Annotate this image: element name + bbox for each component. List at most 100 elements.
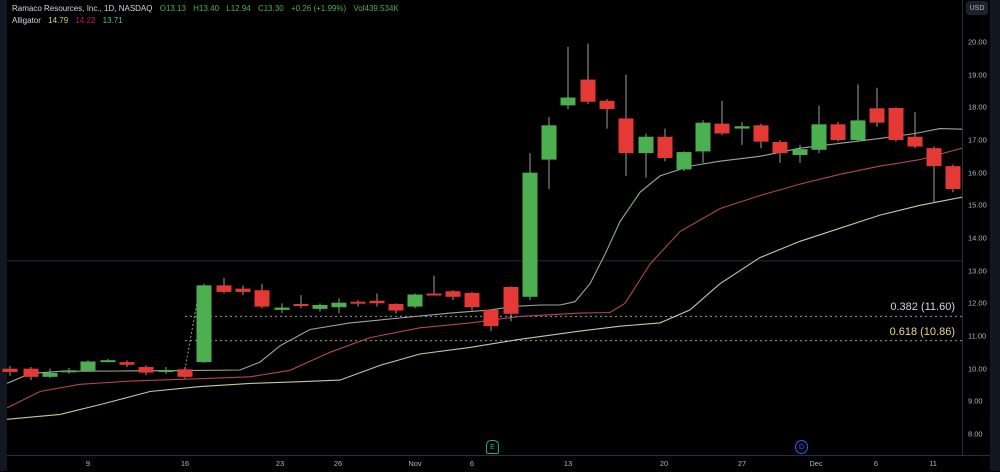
time-tick-label: 27: [737, 459, 747, 468]
candle-down[interactable]: [657, 136, 673, 158]
candle-down[interactable]: [830, 124, 846, 140]
candle-down[interactable]: [177, 369, 193, 377]
candle-down[interactable]: [926, 148, 942, 167]
candle-up[interactable]: [80, 361, 96, 371]
candle-down[interactable]: [216, 285, 232, 292]
time-tick-label: 20: [659, 459, 669, 468]
high-value: H13.40: [193, 4, 220, 13]
symbol-title: Ramaco Resources, Inc., 1D, NASDAQ: [12, 4, 153, 13]
candle-up[interactable]: [42, 372, 58, 377]
change-value: +0.26 (+1.99%): [290, 4, 347, 13]
time-tick-label: 13: [563, 459, 573, 468]
price-axis[interactable]: [962, 0, 991, 455]
candle-up[interactable]: [522, 172, 538, 297]
price-tick-label: 8.00: [968, 429, 983, 439]
candle-down[interactable]: [714, 123, 730, 134]
time-tick-label: Dec: [809, 459, 823, 468]
candle-up[interactable]: [811, 124, 827, 150]
candle-down[interactable]: [138, 367, 154, 373]
candle-down[interactable]: [445, 291, 461, 297]
time-tick-label: 6: [469, 459, 475, 468]
price-tick-label: 20.00: [968, 37, 987, 47]
price-tick-label: 17.00: [968, 135, 987, 145]
time-tick-label: 11: [929, 459, 937, 468]
indicator-row[interactable]: Alligator 14.79 14.22 13.71: [12, 15, 404, 27]
time-tick-label: 9: [85, 459, 91, 468]
candle-up[interactable]: [158, 369, 174, 372]
candle-down[interactable]: [426, 293, 442, 296]
candle-down[interactable]: [350, 301, 366, 304]
price-tick-label: 9.00: [968, 396, 983, 406]
candle-down[interactable]: [23, 368, 39, 377]
left-edge-panel: [0, 0, 7, 471]
lips-value: 13.71: [102, 16, 123, 25]
candle-down[interactable]: [888, 107, 904, 140]
fib-level-label: 0.382 (11.60): [890, 301, 955, 314]
candle-up[interactable]: [61, 370, 77, 373]
candle-down[interactable]: [2, 368, 18, 372]
candlestick-plot[interactable]: [0, 0, 962, 455]
currency-button[interactable]: USD: [966, 1, 988, 15]
time-tick-label: 6: [873, 459, 879, 468]
candle-down[interactable]: [235, 288, 251, 292]
candle-up[interactable]: [407, 294, 423, 307]
time-tick-label: 23: [275, 459, 285, 468]
candle-down[interactable]: [772, 141, 788, 154]
candle-up[interactable]: [274, 307, 290, 310]
candle-up[interactable]: [560, 97, 576, 106]
price-tick-label: 13.00: [968, 266, 987, 276]
candle-down[interactable]: [293, 303, 309, 306]
candle-up[interactable]: [792, 149, 808, 156]
candle-up[interactable]: [676, 152, 692, 170]
candle-up[interactable]: [100, 360, 116, 363]
candle-down[interactable]: [254, 290, 270, 307]
price-tick-label: 19.00: [968, 70, 987, 80]
price-tick-label: 12.00: [968, 298, 987, 308]
candle-up[interactable]: [196, 285, 212, 363]
candle-down[interactable]: [464, 292, 480, 308]
candle-down[interactable]: [869, 108, 885, 123]
dividend-event-icon[interactable]: D: [795, 440, 808, 454]
candle-down[interactable]: [618, 118, 634, 154]
candle-up[interactable]: [734, 126, 750, 129]
candle-up[interactable]: [331, 302, 347, 308]
candle-down[interactable]: [388, 303, 404, 311]
candle-down[interactable]: [945, 166, 961, 189]
candle-down[interactable]: [599, 100, 615, 109]
candle-down[interactable]: [753, 125, 769, 142]
candle-up[interactable]: [638, 136, 654, 154]
candle-down[interactable]: [907, 136, 923, 147]
candle-down[interactable]: [369, 300, 385, 304]
candle-up[interactable]: [850, 120, 866, 140]
jaw-value: 14.79: [48, 16, 69, 25]
candle-up[interactable]: [695, 122, 711, 152]
price-tick-label: 18.00: [968, 102, 987, 112]
candle-up[interactable]: [312, 304, 328, 309]
alligator-line: [6, 147, 962, 409]
time-tick-label: Nov: [408, 459, 422, 468]
price-tick-label: 11.00: [968, 331, 987, 341]
price-tick-label: 14.00: [968, 233, 987, 243]
price-tick-label: 10.00: [968, 364, 987, 374]
chart-legend: Ramaco Resources, Inc., 1D, NASDAQ O13.1…: [12, 3, 404, 27]
candle-down[interactable]: [503, 287, 519, 314]
symbol-info-row[interactable]: Ramaco Resources, Inc., 1D, NASDAQ O13.1…: [12, 3, 404, 15]
close-value: C13.30: [257, 4, 284, 13]
time-tick-label: 16: [180, 459, 190, 468]
time-tick-label: 26: [333, 459, 343, 468]
candle-down[interactable]: [119, 362, 135, 365]
time-axis[interactable]: [7, 455, 990, 472]
candle-down[interactable]: [580, 79, 596, 102]
candle-up[interactable]: [541, 125, 557, 160]
right-edge-panel: [990, 0, 1000, 471]
low-value: L12.94: [226, 4, 251, 13]
teeth-value: 14.22: [75, 16, 96, 25]
price-tick-label: 15.00: [968, 200, 987, 210]
candle-down[interactable]: [483, 309, 499, 327]
indicator-name: Alligator: [12, 16, 41, 25]
price-tick-label: 16.00: [968, 168, 987, 178]
volume-value: Vol439.534K: [353, 4, 399, 13]
fib-level-label: 0.618 (10.86): [889, 325, 955, 338]
open-value: O13.13: [159, 4, 186, 13]
earnings-event-icon[interactable]: E: [486, 440, 499, 454]
